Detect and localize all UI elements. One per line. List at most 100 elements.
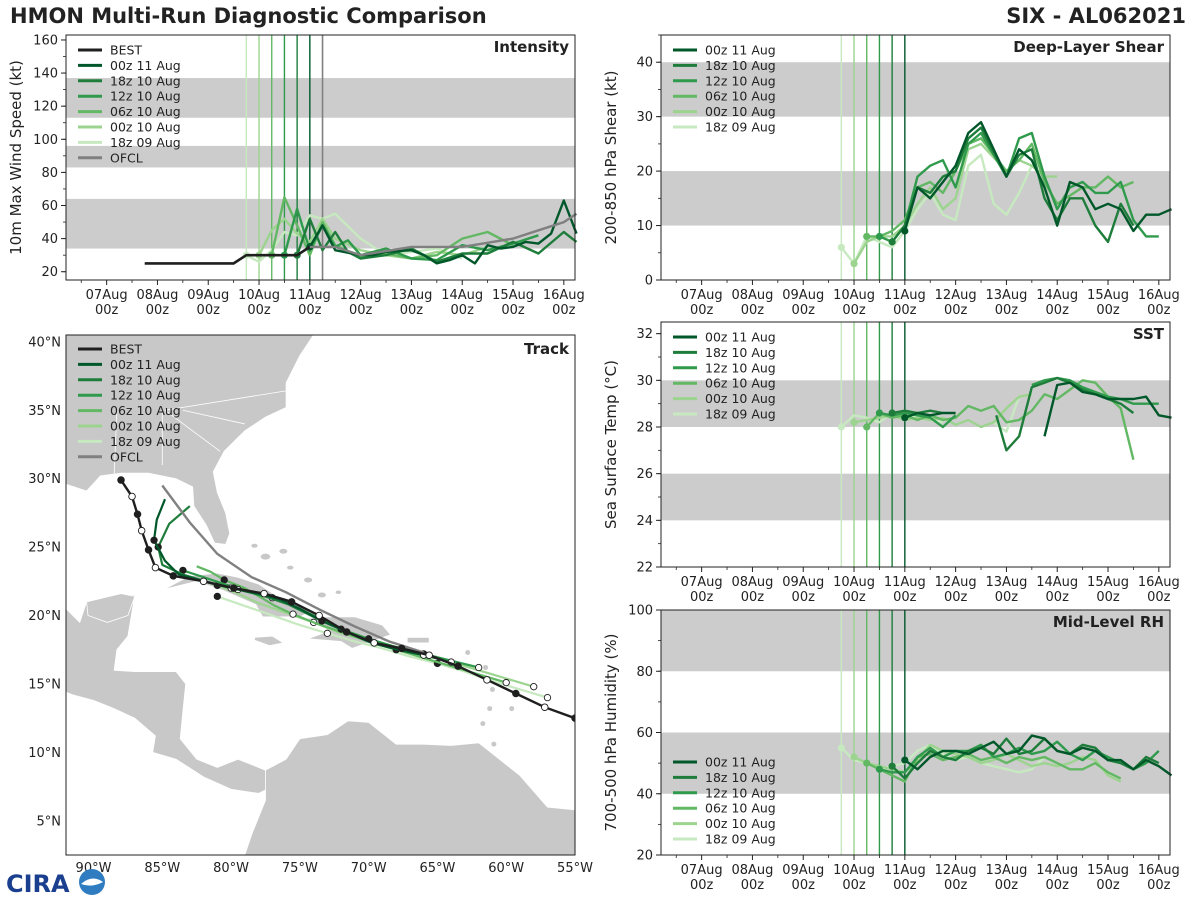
x-tick-hour-label: 00z <box>1046 590 1070 605</box>
x-tick-day-label: 11Aug <box>884 575 926 590</box>
x-tick-hour-label: 00z <box>741 878 765 893</box>
y-tick-label: 40 <box>41 232 58 247</box>
lesser-antilles-island <box>465 649 471 655</box>
x-tick-day-label: 15Aug <box>1087 575 1129 590</box>
bahamas-island <box>279 548 288 554</box>
series-init-marker <box>875 765 884 773</box>
series-init-marker <box>875 409 884 417</box>
x-tick-hour-label: 00z <box>893 590 917 605</box>
lat-tick-label: 35°N <box>28 404 61 419</box>
best-track-marker <box>151 563 160 572</box>
legend-label: 00z 10 Aug <box>705 816 776 831</box>
x-tick-day-label: 10Aug <box>238 288 280 303</box>
x-tick-day-label: 07Aug <box>681 863 723 878</box>
x-tick-day-label: 07Aug <box>681 575 723 590</box>
x-tick-hour-label: 00z <box>501 303 525 318</box>
x-tick-hour-label: 00z <box>944 590 968 605</box>
x-tick-hour-label: 00z <box>690 590 714 605</box>
y-tick-label: 28 <box>636 421 653 436</box>
x-tick-hour-label: 00z <box>349 303 373 318</box>
x-tick-day-label: 09Aug <box>187 288 229 303</box>
lat-tick-label: 10°N <box>28 746 61 761</box>
run-track-marker <box>150 536 158 544</box>
best-track-marker <box>512 689 520 698</box>
y-tick-label: 40 <box>636 787 653 802</box>
lat-tick-label: 25°N <box>28 541 61 556</box>
legend-label: 00z 10 Aug <box>110 419 181 434</box>
run-track-marker <box>543 693 552 702</box>
x-tick-day-label: 09Aug <box>782 288 824 303</box>
best-track-marker <box>128 492 136 501</box>
y-tick-label: 24 <box>636 514 653 529</box>
lesser-antilles-island <box>491 741 497 747</box>
x-tick-hour-label: 00z <box>1147 590 1171 605</box>
bahamas-island <box>287 565 294 570</box>
best-track-marker <box>454 662 462 670</box>
x-tick-hour-label: 00z <box>1046 303 1070 318</box>
lesser-antilles-island <box>480 721 486 727</box>
legend-label: 00z 10 Aug <box>705 104 776 119</box>
rh-panel: 2040608010007Aug00z08Aug00z09Aug00z10Aug… <box>602 604 1180 894</box>
x-tick-hour-label: 00z <box>842 590 866 605</box>
series-line-12z-10-aug <box>878 131 1159 244</box>
plot-frame <box>660 321 1171 568</box>
best-track-marker <box>169 572 178 580</box>
y-tick-label: 100 <box>33 133 58 148</box>
legend-label: 06z 10 Aug <box>705 376 776 391</box>
series-line-18z-10-aug <box>891 126 1135 244</box>
y-tick-label: 30 <box>636 374 653 389</box>
best-track-marker <box>342 628 351 636</box>
series-line-00z-11-aug <box>903 120 1172 233</box>
x-tick-hour-label: 00z <box>995 590 1019 605</box>
y-tick-label: 80 <box>636 665 653 680</box>
x-tick-day-label: 08Aug <box>731 288 773 303</box>
x-tick-day-label: 16Aug <box>1138 288 1180 303</box>
series-init-marker <box>888 409 896 417</box>
legend-label: 00z 11 Aug <box>705 330 776 345</box>
bahamas-island <box>335 590 342 595</box>
x-tick-hour-label: 00z <box>1096 590 1120 605</box>
legend-label: 18z 10 Aug <box>110 73 181 88</box>
series-line-06z-10-aug <box>270 196 514 260</box>
series-init-marker <box>888 762 896 770</box>
x-tick-day-label: 16Aug <box>1138 575 1180 590</box>
y-tick-label: 40 <box>636 56 653 71</box>
x-tick-day-label: 12Aug <box>935 575 977 590</box>
legend-label: 00z 10 Aug <box>705 391 776 406</box>
x-tick-hour-label: 00z <box>792 590 816 605</box>
x-tick-hour-label: 00z <box>1147 303 1171 318</box>
run-track-marker <box>220 576 228 584</box>
x-tick-hour-label: 00z <box>1096 303 1120 318</box>
y-tick-label: 32 <box>636 327 653 342</box>
x-tick-hour-label: 00z <box>146 303 170 318</box>
y-tick-label: 60 <box>636 726 653 741</box>
y-axis-label: 200-850 hPa Shear (kt) <box>602 71 620 245</box>
panel-title: SST <box>1133 325 1165 343</box>
puerto-rico-land <box>406 637 430 644</box>
legend-label: BEST <box>110 43 142 58</box>
x-tick-hour-label: 00z <box>842 303 866 318</box>
best-track-marker <box>425 651 433 659</box>
legend-label: 18z 09 Aug <box>705 832 776 847</box>
state-border <box>182 409 245 425</box>
wave-icon <box>81 878 103 886</box>
legend-label: 06z 10 Aug <box>110 104 181 119</box>
legend-label: 00z 11 Aug <box>110 357 181 372</box>
x-tick-hour-label: 00z <box>741 590 765 605</box>
run-track-06z-10-aug <box>196 565 507 684</box>
x-tick-day-label: 13Aug <box>985 288 1027 303</box>
best-track-marker <box>540 703 549 711</box>
series-init-marker <box>863 423 871 431</box>
legend-label: 18z 10 Aug <box>705 770 776 785</box>
x-tick-day-label: 12Aug <box>935 288 977 303</box>
x-tick-hour-label: 00z <box>247 303 271 318</box>
y-axis-label: 700-500 hPa Humidity (%) <box>602 633 620 831</box>
x-tick-day-label: 11Aug <box>884 288 926 303</box>
y-tick-label: 100 <box>628 604 653 619</box>
ofcl-track <box>161 484 425 654</box>
run-track-marker <box>530 683 538 691</box>
best-track-marker <box>117 476 125 484</box>
best-track-marker <box>370 639 378 647</box>
cira-logo-text: CIRA <box>6 870 70 898</box>
